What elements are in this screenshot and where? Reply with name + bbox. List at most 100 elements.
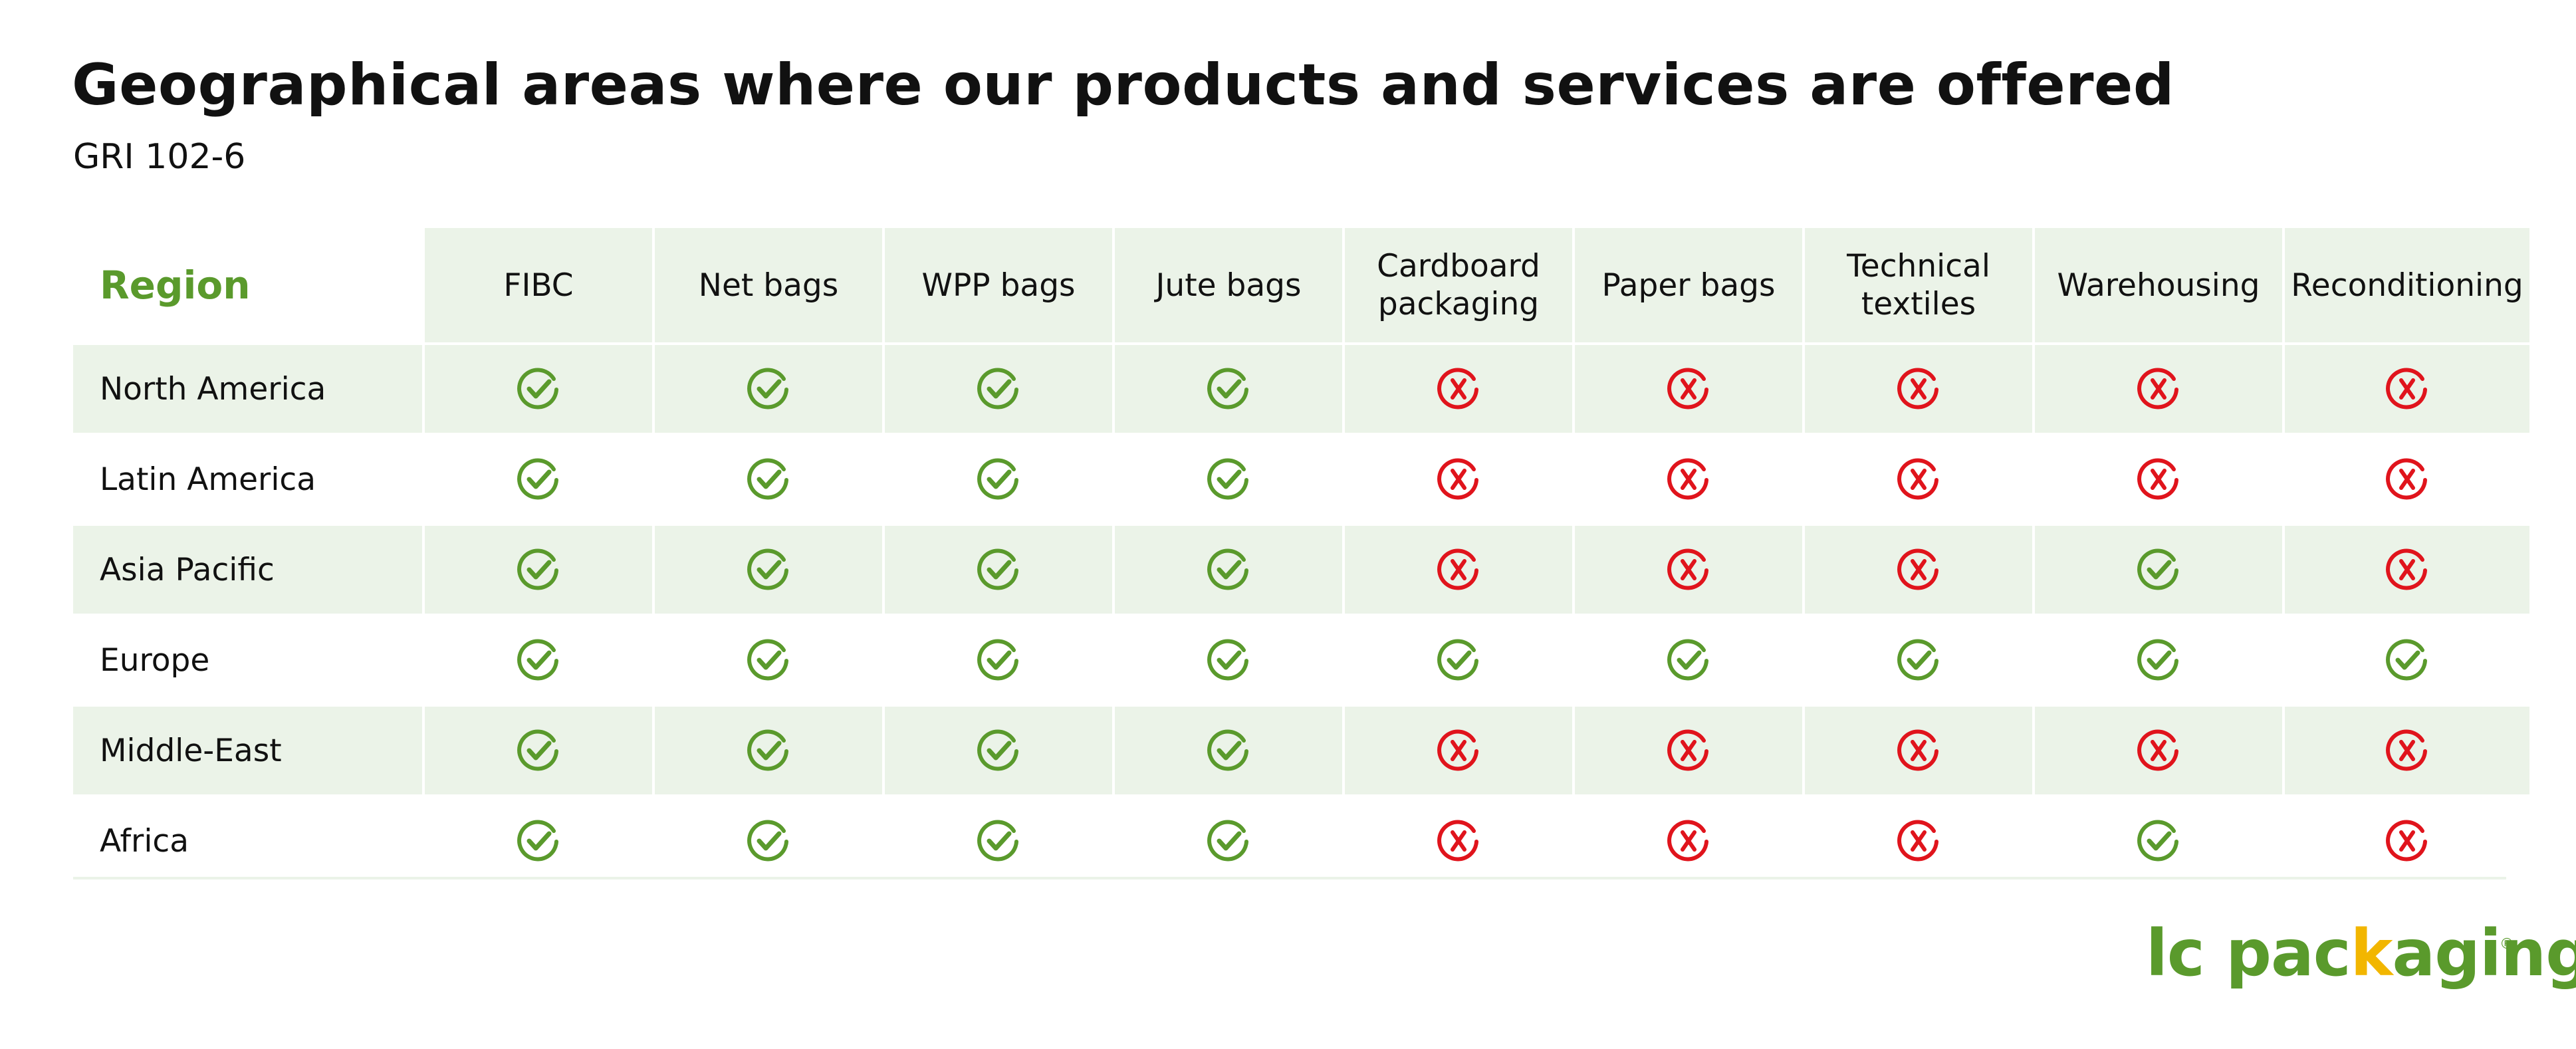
check-circle-icon — [977, 729, 1018, 771]
x-circle-icon — [2137, 729, 2178, 771]
check-circle-icon — [1207, 548, 1248, 590]
availability-cell — [1572, 704, 1802, 794]
table-row: Latin America — [73, 433, 2529, 523]
region-name: Africa — [73, 794, 422, 885]
column-header: Warehousing — [2032, 228, 2282, 342]
availability-cell — [1572, 794, 1802, 885]
table-row: Africa — [73, 794, 2529, 885]
table-row: Asia Pacific — [73, 523, 2529, 614]
page-title: Geographical areas where our products an… — [72, 52, 2174, 118]
check-circle-icon — [977, 548, 1018, 590]
region-header: Region — [73, 228, 422, 342]
x-circle-icon — [1667, 820, 1708, 862]
check-circle-icon — [1667, 639, 1708, 681]
availability-cell — [652, 342, 882, 433]
region-name: Asia Pacific — [73, 523, 422, 614]
availability-cell — [1802, 342, 2032, 433]
x-circle-icon — [1897, 458, 1938, 500]
column-header: WPP bags — [882, 228, 1112, 342]
availability-cell — [1342, 342, 1572, 433]
check-circle-icon — [747, 820, 788, 862]
x-circle-icon — [1437, 729, 1478, 771]
x-circle-icon — [1897, 368, 1938, 409]
check-circle-icon — [517, 458, 558, 500]
check-circle-icon — [747, 458, 788, 500]
availability-cell — [882, 523, 1112, 614]
availability-cell — [2032, 704, 2282, 794]
availability-cell — [1342, 794, 1572, 885]
page-subtitle: GRI 102-6 — [73, 137, 246, 177]
availability-cell — [652, 794, 882, 885]
check-circle-icon — [2137, 639, 2178, 681]
availability-cell — [2282, 433, 2529, 523]
column-header: Cardboard packaging — [1342, 228, 1572, 342]
availability-cell — [2282, 342, 2529, 433]
availability-cell — [1342, 433, 1572, 523]
availability-cell — [882, 614, 1112, 704]
availability-cell — [422, 433, 652, 523]
x-circle-icon — [2386, 729, 2427, 771]
check-circle-icon — [747, 548, 788, 590]
x-circle-icon — [2137, 368, 2178, 409]
availability-cell — [1802, 704, 2032, 794]
x-circle-icon — [1897, 729, 1938, 771]
x-circle-icon — [2386, 820, 2427, 862]
check-circle-icon — [747, 368, 788, 409]
availability-cell — [1572, 433, 1802, 523]
availability-cell — [652, 433, 882, 523]
availability-cell — [2032, 342, 2282, 433]
check-circle-icon — [517, 820, 558, 862]
check-circle-icon — [747, 729, 788, 771]
check-circle-icon — [1437, 639, 1478, 681]
check-circle-icon — [1207, 820, 1248, 862]
x-circle-icon — [1437, 368, 1478, 409]
region-name: Middle-East — [73, 704, 422, 794]
availability-cell — [1112, 523, 1342, 614]
table-body: North America Latin America Asia Pacific Eu… — [73, 342, 2529, 885]
availability-cell — [422, 342, 652, 433]
x-circle-icon — [1667, 548, 1708, 590]
check-circle-icon — [2386, 639, 2427, 681]
availability-cell — [882, 704, 1112, 794]
availability-cell — [2282, 614, 2529, 704]
column-header: Paper bags — [1572, 228, 1802, 342]
availability-cell — [2032, 614, 2282, 704]
x-circle-icon — [1667, 458, 1708, 500]
column-header: Reconditioning — [2282, 228, 2529, 342]
check-circle-icon — [517, 368, 558, 409]
availability-cell — [422, 614, 652, 704]
availability-cell — [652, 614, 882, 704]
availability-cell — [1112, 794, 1342, 885]
availability-cell — [1112, 614, 1342, 704]
availability-cell — [1802, 523, 2032, 614]
x-circle-icon — [2386, 458, 2427, 500]
availability-cell — [2282, 523, 2529, 614]
availability-cell — [1572, 523, 1802, 614]
x-circle-icon — [1437, 820, 1478, 862]
table-row: North America — [73, 342, 2529, 433]
availability-cell — [2282, 704, 2529, 794]
availability-cell — [1342, 704, 1572, 794]
availability-cell — [882, 794, 1112, 885]
check-circle-icon — [1207, 368, 1248, 409]
check-circle-icon — [977, 368, 1018, 409]
availability-cell — [422, 523, 652, 614]
x-circle-icon — [2137, 458, 2178, 500]
availability-cell — [2032, 523, 2282, 614]
availability-cell — [882, 433, 1112, 523]
check-circle-icon — [1897, 639, 1938, 681]
availability-cell — [1572, 614, 1802, 704]
check-circle-icon — [977, 820, 1018, 862]
check-circle-icon — [747, 639, 788, 681]
availability-cell — [1572, 342, 1802, 433]
x-circle-icon — [2386, 368, 2427, 409]
availability-cell — [2032, 794, 2282, 885]
check-circle-icon — [1207, 458, 1248, 500]
regions-table: Region FIBC Net bags WPP bags Jute bags … — [73, 228, 2529, 885]
availability-cell — [1802, 614, 2032, 704]
check-circle-icon — [2137, 548, 2178, 590]
table-bottom-rule — [73, 877, 2506, 879]
availability-cell — [652, 704, 882, 794]
column-header: Net bags — [652, 228, 882, 342]
availability-cell — [422, 794, 652, 885]
